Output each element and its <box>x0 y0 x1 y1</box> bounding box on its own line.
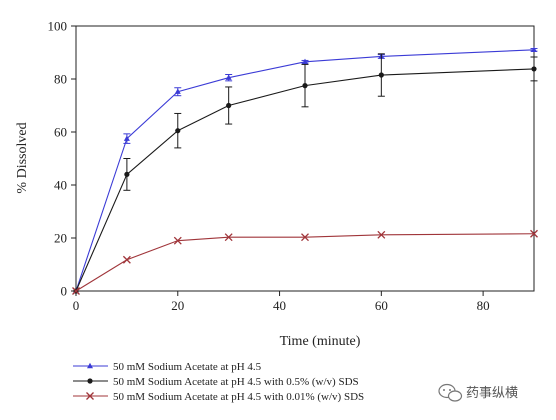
y-tick-label: 80 <box>54 72 67 87</box>
y-axis-title: % Dissolved <box>15 122 30 193</box>
series-2 <box>73 53 538 294</box>
x-tick-label: 80 <box>477 298 490 313</box>
data-point <box>173 236 182 245</box>
data-point <box>175 128 181 134</box>
legend-label: 50 mM Sodium Acetate at pH 4.5 with 0.01… <box>113 391 364 403</box>
data-point <box>226 102 232 109</box>
series-line <box>75 233 535 292</box>
x-axis-title: Time (minute) <box>280 334 361 349</box>
legend-marker <box>86 392 94 400</box>
y-tick-label: 100 <box>48 19 68 34</box>
x-tick-label: 40 <box>273 298 286 313</box>
series-layer <box>72 46 538 295</box>
x-tick-label: 60 <box>375 298 388 313</box>
x-tick-label: 20 <box>171 298 184 313</box>
legend-label: 50 mM Sodium Acetate at pH 4.5 with 0.5%… <box>113 376 359 388</box>
data-point <box>531 46 537 53</box>
legend-marker <box>87 362 93 369</box>
data-point-stroke <box>72 287 80 295</box>
data-point-stroke <box>377 230 386 239</box>
series-3 <box>72 229 538 295</box>
y-tick-label: 40 <box>54 178 67 193</box>
data-point <box>301 233 309 242</box>
legend-item-2: 50 mM Sodium Acetate at pH 4.5 with 0.5%… <box>73 376 359 388</box>
y-tick-label: 20 <box>54 231 67 246</box>
legend-label: 50 mM Sodium Acetate at pH 4.5 <box>113 361 262 373</box>
x-tick-label: 0 <box>73 298 80 313</box>
data-point-stroke <box>173 236 182 245</box>
data-point <box>124 171 130 177</box>
data-point <box>122 255 131 264</box>
data-point <box>378 72 384 78</box>
wechat-icon <box>438 383 463 402</box>
data-point <box>225 74 232 80</box>
data-point <box>72 287 80 295</box>
data-point <box>377 230 386 239</box>
watermark: 药事纵横 <box>438 383 518 402</box>
data-point-stroke <box>122 255 131 264</box>
data-point <box>224 233 233 242</box>
data-point <box>174 88 181 94</box>
data-point-stroke <box>301 233 309 242</box>
data-point <box>302 83 308 89</box>
legend-marker <box>87 378 93 384</box>
data-point-stroke <box>530 229 538 238</box>
data-point <box>123 135 130 141</box>
legend-item-1: 50 mM Sodium Acetate at pH 4.5 <box>73 361 262 373</box>
data-point <box>531 66 537 72</box>
axes: 0 20 40 60 80 0 20 40 60 80 100 <box>48 19 535 313</box>
legend-marker-stroke <box>86 392 94 400</box>
plot-frame <box>75 25 535 292</box>
watermark-text: 药事纵横 <box>466 386 518 401</box>
data-point-stroke <box>224 233 233 242</box>
legend: 50 mM Sodium Acetate at pH 4.5 50 mM Sodi… <box>73 361 364 403</box>
legend-item-3: 50 mM Sodium Acetate at pH 4.5 with 0.01… <box>73 391 364 403</box>
data-point <box>530 229 538 238</box>
data-point <box>302 58 308 64</box>
y-tick-label: 60 <box>54 125 67 140</box>
y-tick-label: 0 <box>61 284 68 299</box>
